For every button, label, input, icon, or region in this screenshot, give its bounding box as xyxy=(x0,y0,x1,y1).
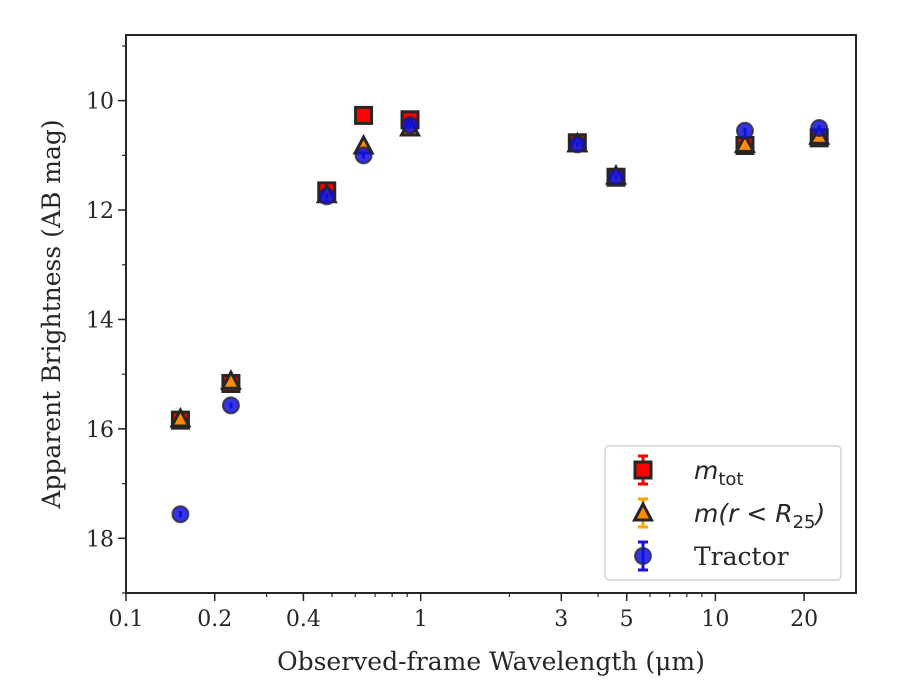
data-point xyxy=(317,187,336,206)
legend-mr-close: ) xyxy=(814,499,826,528)
y-tick-label: 16 xyxy=(86,418,114,443)
x-tick-label: 1 xyxy=(414,607,428,632)
y-tick-label: 12 xyxy=(86,199,114,224)
data-point xyxy=(219,369,242,390)
data-point xyxy=(401,116,420,135)
x-tick-label: 0.2 xyxy=(197,607,232,632)
y-axis: 10 12 14 16 18 xyxy=(86,45,126,594)
series-circle xyxy=(171,116,829,524)
y-axis-label: Apparent Brightness (AB mag) xyxy=(37,119,66,509)
x-tick-label: 5 xyxy=(620,607,634,632)
x-axis: 0.1 0.2 0.4 1 3 5 10 20 xyxy=(109,593,818,632)
legend-marker xyxy=(634,547,652,565)
legend-marker xyxy=(632,500,654,522)
series-layer xyxy=(169,105,831,524)
data-point xyxy=(568,135,587,154)
plot-area xyxy=(125,34,857,594)
legend-label-mtot: mtot xyxy=(694,456,744,490)
legend-box xyxy=(604,445,842,581)
legend-marker xyxy=(633,460,653,480)
x-tick-label: 10 xyxy=(701,607,729,632)
data-point xyxy=(607,168,626,187)
x-axis-label: Observed-frame Wavelength (μm) xyxy=(277,647,705,676)
legend-label-mr: m(r < R25) xyxy=(694,499,825,533)
data-point xyxy=(354,146,373,165)
data-point xyxy=(735,121,754,140)
plot-frame xyxy=(125,34,857,594)
legend: mtot m(r < R25) Tractor xyxy=(604,445,842,581)
data-point xyxy=(221,396,240,415)
y-tick-label: 18 xyxy=(86,527,114,552)
legend-label-tractor: Tractor xyxy=(694,542,789,571)
data-point xyxy=(733,132,756,153)
x-tick-label: 0.1 xyxy=(109,607,144,632)
legend-mr-text: m(r < R xyxy=(694,499,793,528)
legend-mr-sub: 25 xyxy=(793,512,816,533)
x-tick-label: 20 xyxy=(790,607,818,632)
y-tick-label: 14 xyxy=(86,308,114,333)
x-tick-label: 3 xyxy=(554,607,568,632)
data-point xyxy=(171,505,190,524)
data-point xyxy=(810,119,829,137)
legend-mtot-base: m xyxy=(694,456,718,485)
y-tick-label: 10 xyxy=(86,90,114,115)
x-tick-label: 0.4 xyxy=(286,607,321,632)
data-point xyxy=(169,406,192,428)
data-point xyxy=(354,105,374,125)
legend-mtot-sub: tot xyxy=(718,469,743,490)
